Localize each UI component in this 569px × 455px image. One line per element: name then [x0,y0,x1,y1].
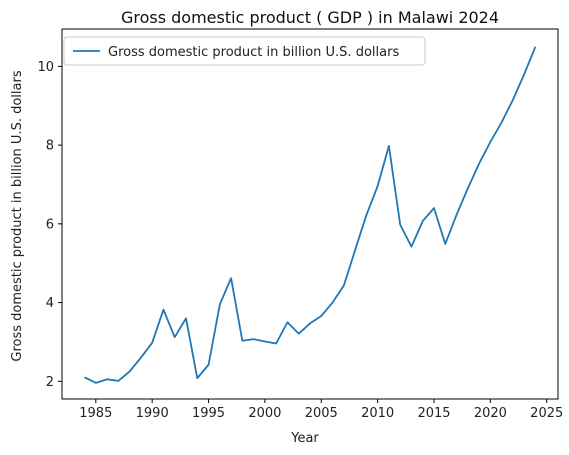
y-tick-label: 2 [46,375,54,390]
y-tick-label: 10 [37,60,54,75]
x-tick-label: 2025 [530,406,563,421]
x-tick-label: 1995 [192,406,225,421]
x-tick-label: 2020 [474,406,507,421]
y-tick-label: 8 [46,139,54,154]
plot-frame [61,28,559,400]
x-tick-label: 2015 [417,406,450,421]
legend: Gross domestic product in billion U.S. d… [63,36,426,66]
y-axis-label: Gross domestic product in billion U.S. d… [10,70,25,361]
x-axis-label: Year [290,431,319,446]
series-line [84,46,537,384]
x-tick-label: 2005 [305,406,338,421]
chart-title: Gross domestic product ( GDP ) in Malawi… [121,8,499,27]
legend-label: Gross domestic product in billion U.S. d… [108,45,399,60]
x-tick-label: 2010 [361,406,394,421]
x-tick-label: 2000 [248,406,281,421]
y-tick-label: 6 [46,217,54,232]
x-tick-label: 1985 [79,406,112,421]
y-tick-label: 4 [46,296,54,311]
x-axis-ticks: 1985 1990 1995 2000 2005 2010 2015 2020 2025 [79,399,563,421]
x-tick-label: 1990 [136,406,169,421]
series-layer [84,46,537,384]
y-axis-ticks: 2 4 6 8 10 [37,60,62,390]
legend-box [63,36,426,66]
